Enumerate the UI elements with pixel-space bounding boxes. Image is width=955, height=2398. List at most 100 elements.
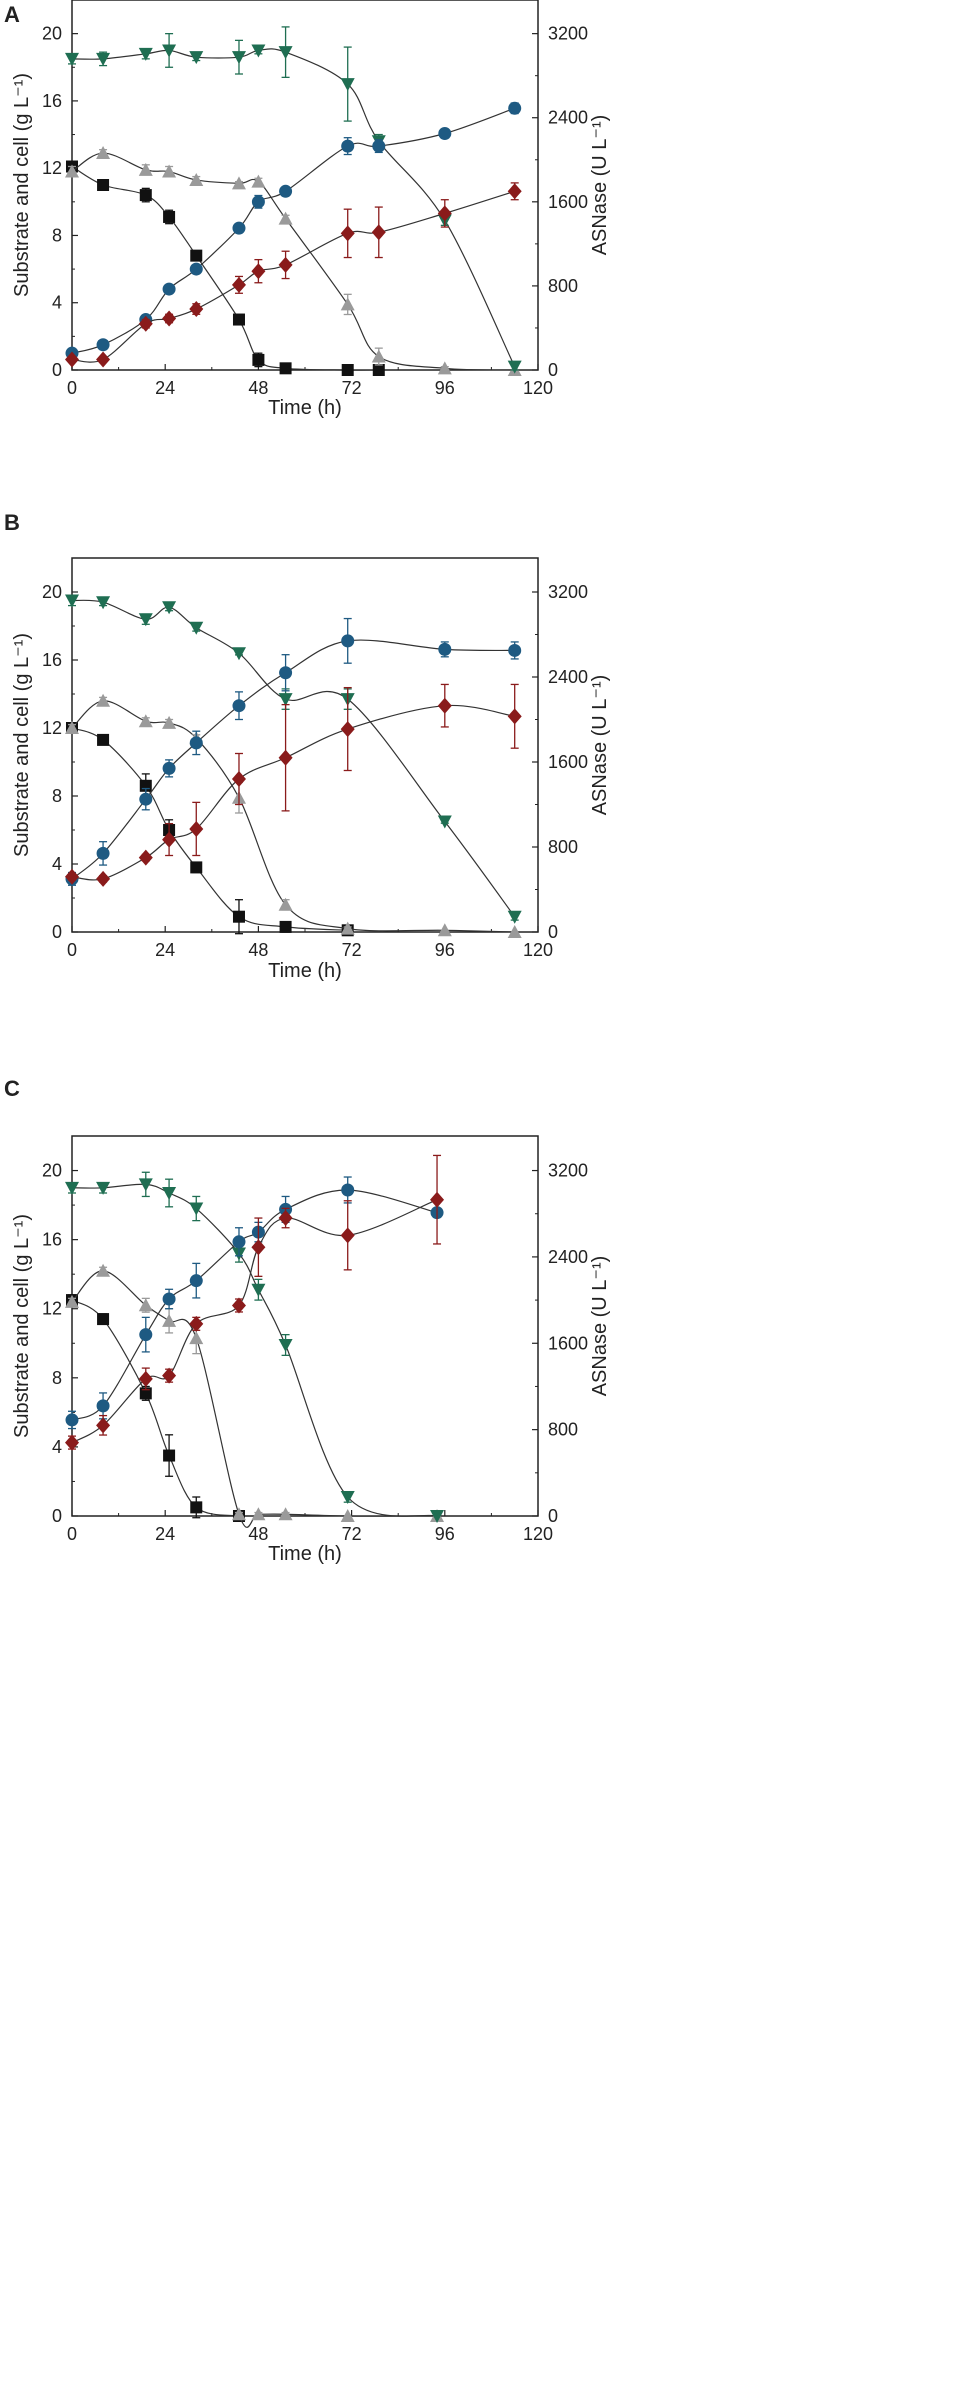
- marker-triangle-up: [278, 1507, 293, 1521]
- marker-circle: [341, 1183, 355, 1197]
- y-tick-label: 0: [52, 360, 62, 380]
- series-line: [71, 107, 515, 354]
- marker-triangle-up: [96, 1263, 111, 1277]
- y-tick-label: 20: [42, 1161, 62, 1181]
- y2-tick-label: 3200: [548, 24, 588, 44]
- marker-diamond: [278, 1210, 293, 1227]
- marker-triangle-down: [96, 1181, 111, 1195]
- x-tick-label: 120: [523, 378, 553, 398]
- series-gray-triangle: [65, 693, 522, 938]
- marker-circle: [162, 282, 176, 296]
- marker-square: [97, 733, 110, 746]
- panel-label: C: [4, 1076, 20, 1101]
- series-line: [71, 704, 515, 881]
- y-axis-label: Substrate and cell (g L⁻¹): [11, 1214, 33, 1438]
- marker-diamond: [340, 721, 355, 738]
- marker-circle: [438, 126, 452, 140]
- marker-circle: [508, 643, 522, 657]
- marker-triangle-down: [96, 52, 111, 66]
- marker-square: [341, 364, 354, 376]
- marker-diamond: [96, 351, 111, 368]
- x-tick-label: 48: [248, 940, 268, 960]
- marker-square: [190, 1501, 203, 1514]
- marker-diamond: [189, 301, 204, 318]
- marker-diamond: [371, 224, 386, 241]
- x-tick-label: 96: [435, 378, 455, 398]
- marker-diamond: [96, 870, 111, 887]
- y-tick-label: 4: [52, 1437, 62, 1457]
- marker-circle: [508, 101, 522, 115]
- series-line: [71, 700, 515, 933]
- marker-triangle-down: [251, 1283, 266, 1297]
- y2-tick-label: 800: [548, 1420, 578, 1440]
- marker-square: [139, 1387, 152, 1400]
- marker-circle: [341, 139, 355, 153]
- y2-tick-label: 1600: [548, 1333, 588, 1353]
- y-tick-label: 0: [52, 1506, 62, 1526]
- marker-triangle-up: [278, 211, 293, 225]
- y2-tick-label: 800: [548, 276, 578, 296]
- series-line: [71, 165, 379, 371]
- marker-triangle-down: [278, 46, 293, 60]
- marker-square: [97, 179, 110, 191]
- y-tick-label: 12: [42, 158, 62, 178]
- x-tick-label: 96: [435, 940, 455, 960]
- marker-diamond: [189, 820, 204, 837]
- marker-triangle-down: [251, 44, 266, 58]
- x-tick-label: 120: [523, 1524, 553, 1544]
- marker-diamond: [138, 849, 153, 866]
- x-tick-label: 24: [155, 940, 175, 960]
- y2-axis-label: ASNase (U L⁻¹): [589, 675, 611, 816]
- series-line: [71, 1189, 438, 1421]
- marker-circle: [189, 262, 203, 276]
- y-tick-label: 20: [42, 24, 62, 44]
- marker-square: [279, 362, 292, 375]
- marker-diamond: [278, 749, 293, 766]
- marker-triangle-up: [251, 174, 266, 188]
- marker-square: [163, 1449, 176, 1462]
- y2-axis-label: ASNase (U L⁻¹): [589, 1256, 611, 1397]
- marker-circle: [438, 642, 452, 656]
- y-tick-label: 12: [42, 1299, 62, 1319]
- x-tick-label: 96: [435, 1524, 455, 1544]
- y2-tick-label: 0: [548, 360, 558, 380]
- series-blue-circle: [65, 101, 522, 360]
- marker-triangle-down: [65, 1181, 79, 1195]
- marker-square: [190, 861, 203, 874]
- marker-diamond: [340, 1227, 355, 1244]
- marker-circle: [96, 338, 110, 352]
- series-blue-circle: [65, 1176, 444, 1430]
- series-red-diamond: [65, 1154, 445, 1451]
- marker-diamond: [507, 183, 522, 200]
- y-tick-label: 16: [42, 650, 62, 670]
- y-tick-label: 4: [52, 293, 62, 313]
- x-tick-label: 72: [342, 378, 362, 398]
- marker-circle: [65, 1413, 79, 1427]
- y2-tick-label: 2400: [548, 108, 588, 128]
- marker-diamond: [437, 697, 452, 714]
- marker-triangle-down: [437, 815, 452, 829]
- marker-triangle-down: [162, 1187, 177, 1200]
- marker-square: [372, 364, 385, 376]
- marker-triangle-up: [251, 1507, 266, 1521]
- marker-square: [252, 353, 265, 366]
- marker-triangle-down: [96, 596, 111, 610]
- marker-diamond: [65, 351, 79, 368]
- marker-diamond: [138, 315, 153, 332]
- y-axis-label: Substrate and cell (g L⁻¹): [11, 633, 33, 857]
- marker-triangle-down: [138, 1178, 153, 1192]
- marker-diamond: [96, 1417, 111, 1434]
- y-tick-label: 12: [42, 718, 62, 738]
- marker-triangle-up: [507, 925, 522, 938]
- marker-triangle-up: [340, 1509, 355, 1522]
- y2-tick-label: 1600: [548, 752, 588, 772]
- series-line: [71, 639, 515, 880]
- marker-square: [139, 189, 152, 202]
- y2-tick-label: 2400: [548, 667, 588, 687]
- marker-triangle-up: [96, 146, 111, 160]
- marker-square: [163, 210, 176, 223]
- series-red-diamond: [65, 683, 522, 887]
- marker-triangle-up: [162, 164, 177, 178]
- marker-triangle-up: [162, 1313, 177, 1327]
- marker-circle: [372, 139, 386, 153]
